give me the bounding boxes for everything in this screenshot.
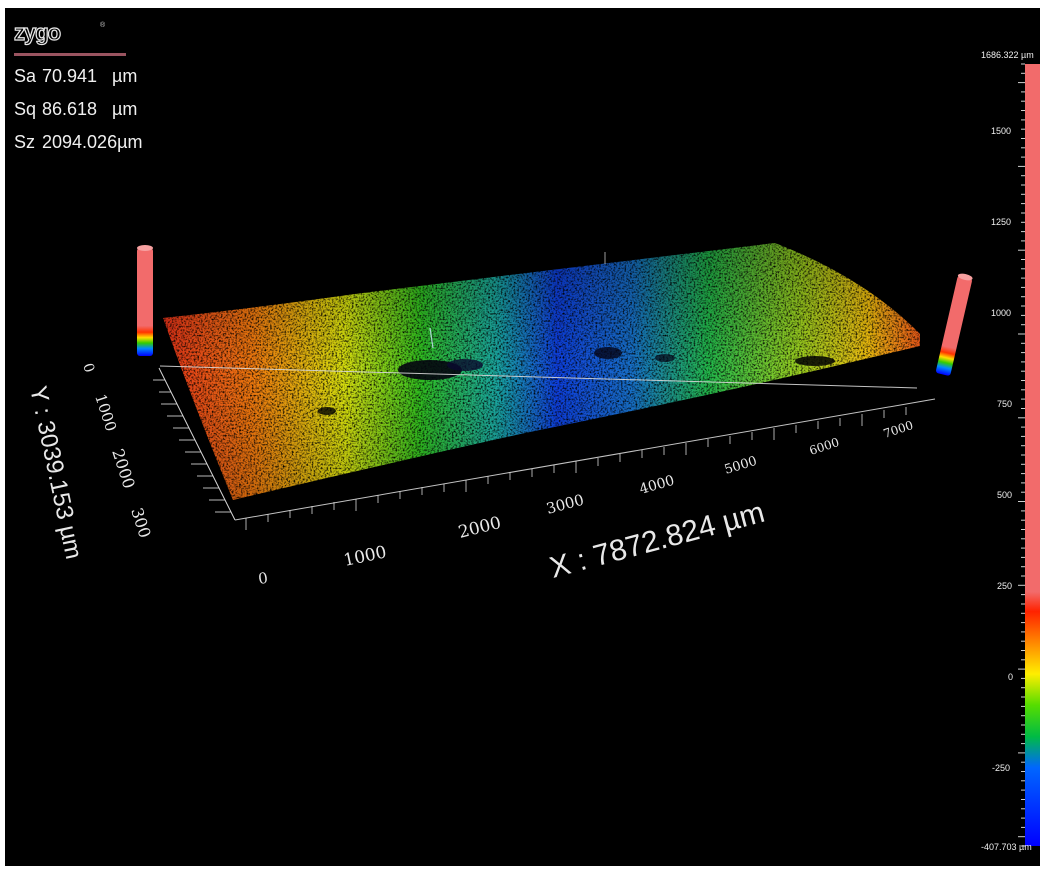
stat-sq: Sq 86.618 µm [14,93,142,126]
surface-plot[interactable]: 0 1000 2000 3000 4000 5000 6000 7000 X :… [5,8,1040,866]
x-tick-label-7000: 7000 [882,418,915,441]
scale-tick-750: 750 [997,399,1013,409]
stat-unit: µm [117,132,143,152]
scale-tick-1250: 1250 [991,217,1012,227]
stat-label: Sz [14,132,36,152]
scale-max-label: 1686.322 µm [981,50,1034,60]
y-tick-label-2000: 2000 [108,446,139,491]
pillar-right [936,273,973,376]
zygo-logo: zygo ® [13,19,129,62]
stat-sa: Sa 70.941 µm [14,60,142,93]
x-tick-label-2000: 2000 [456,513,503,543]
logo-registered-mark: ® [100,22,106,29]
stat-unit: µm [112,66,138,86]
scale-tick-250: 250 [997,581,1013,591]
x-tick-label-3000: 3000 [544,491,586,518]
y-tick-label-0: 0 [79,361,97,374]
roughness-stats: Sa 70.941 µm Sq 86.618 µm Sz 2094.026 µm [14,60,142,159]
stat-label: Sa [14,66,37,86]
scale-tick-neg250: -250 [992,763,1011,773]
y-tick-label-3000: 300 [127,505,155,540]
stat-value: 86.618 [42,99,98,119]
stat-sz: Sz 2094.026 µm [14,126,142,159]
scale-tick-1000: 1000 [991,308,1012,318]
logo-underline [14,53,126,56]
x-tick-label-5000: 5000 [723,454,759,478]
x-axis-ticks [159,365,936,530]
x-tick-label-6000: 6000 [808,435,841,458]
scale-tick-1500: 1500 [991,126,1012,136]
height-map-surface [163,243,920,500]
color-scale-bar [1018,63,1040,847]
y-axis-title: Y : 3039.153 µm [24,384,87,562]
y-tick-label-1000: 1000 [91,392,120,434]
scale-min-label: -407.703 µm [981,842,1032,852]
stat-label: Sq [14,99,37,119]
surface-3d-viewport[interactable]: 0 1000 2000 3000 4000 5000 6000 7000 X :… [5,8,1040,866]
x-tick-label-1000: 1000 [342,542,388,571]
x-tick-label-0: 0 [257,569,269,588]
pillar-left [137,245,153,356]
stat-value: 70.941 [42,66,98,86]
scale-tick-0: 0 [1008,672,1014,682]
scale-tick-500: 500 [997,490,1013,500]
stat-unit: µm [112,99,138,119]
y-axis-ticks [153,367,236,521]
logo-text: zygo [13,19,61,45]
stat-value: 2094.026 [42,132,118,152]
x-tick-label-4000: 4000 [638,473,677,498]
